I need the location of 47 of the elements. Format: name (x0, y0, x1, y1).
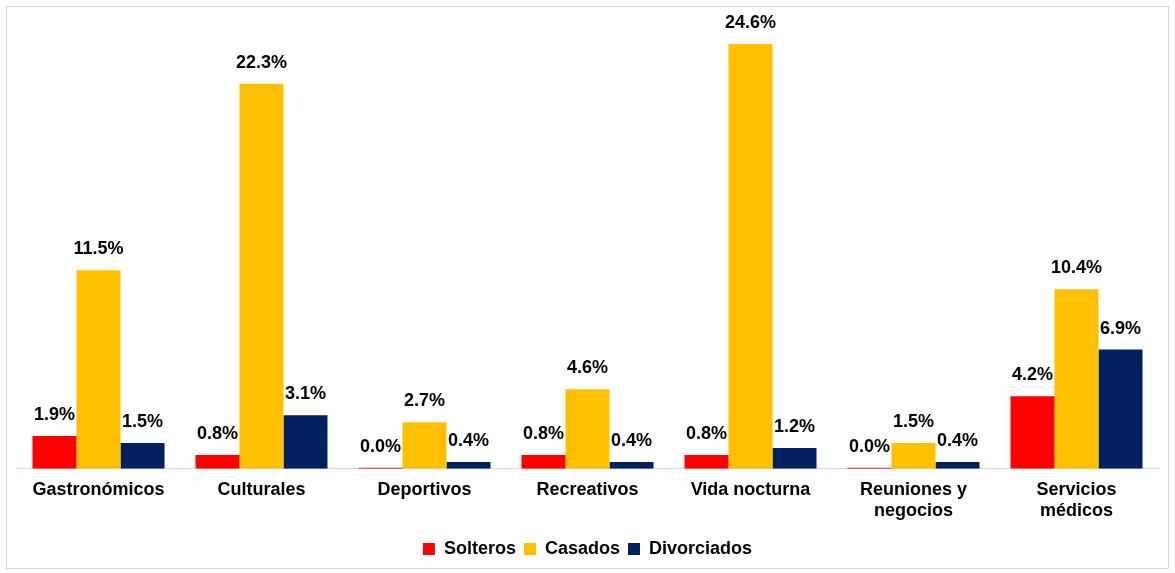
bar (1010, 396, 1055, 469)
bar (1098, 349, 1143, 469)
bar (76, 270, 121, 469)
data-label: 0.8% (685, 422, 728, 443)
bar (891, 442, 936, 469)
data-label: 22.3% (235, 51, 288, 72)
data-label: 1.5% (892, 410, 935, 431)
data-label: 4.2% (1011, 364, 1054, 385)
legend-label: Solteros (443, 537, 516, 558)
data-label: 6.9% (1099, 317, 1142, 338)
bar (521, 454, 566, 469)
bar (565, 389, 610, 469)
data-label: 0.4% (936, 429, 979, 450)
data-label: 3.1% (284, 383, 327, 404)
data-label: 0.0% (848, 435, 891, 456)
data-label: 4.6% (566, 357, 609, 378)
data-label: 0.0% (359, 435, 402, 456)
bar (283, 415, 328, 469)
data-label: 0.4% (447, 429, 490, 450)
x-tick-label: Gastronómicos (32, 478, 165, 499)
bar (402, 422, 447, 469)
bar (195, 454, 240, 469)
data-label: 11.5% (73, 238, 124, 259)
x-tick-label: Recreativos (536, 478, 639, 499)
bar (684, 454, 729, 469)
bar (239, 83, 284, 469)
x-tick-label: Deportivos (377, 478, 472, 499)
bar (120, 442, 165, 469)
x-tick-label: Culturales (217, 478, 306, 499)
x-tick-label: Reuniones y negocios (859, 478, 968, 521)
data-label: 0.4% (610, 429, 653, 450)
x-tick-label: Servicios médicos (1036, 478, 1117, 521)
data-label: 24.6% (724, 11, 777, 32)
data-label: 1.5% (121, 410, 164, 431)
data-label: 2.7% (403, 390, 446, 411)
data-label: 1.9% (33, 403, 76, 424)
x-tick-label: Vida nocturna (690, 478, 812, 499)
data-label: 1.2% (773, 416, 816, 437)
data-label: 10.4% (1050, 257, 1103, 278)
legend-label: Casados (544, 537, 621, 558)
bar (728, 43, 773, 469)
data-label: 0.8% (196, 422, 239, 443)
bar (772, 448, 817, 469)
data-label: 0.8% (522, 422, 565, 443)
bar (32, 435, 77, 469)
bar (1054, 289, 1099, 469)
legend-label: Divorciados (649, 537, 753, 558)
